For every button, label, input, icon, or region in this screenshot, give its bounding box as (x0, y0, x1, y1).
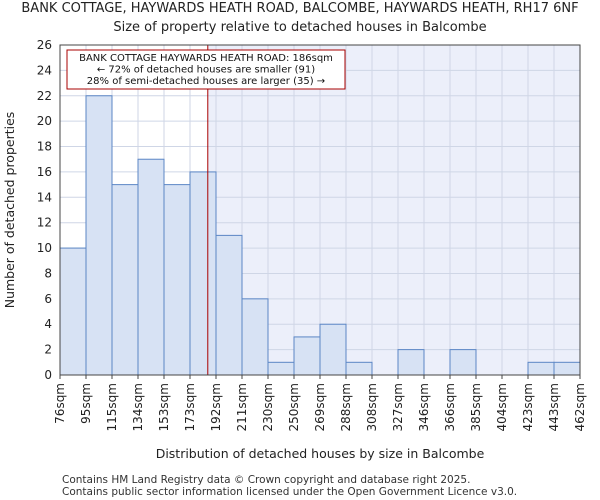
x-tick-label: 327sqm (391, 383, 405, 431)
bar (345, 361, 373, 376)
bar (59, 247, 87, 376)
x-tick-label: 423sqm (521, 383, 535, 431)
footer-licence: Contains public sector information licen… (62, 486, 517, 498)
bar (527, 361, 555, 376)
y-tick-label: 22 (37, 89, 52, 103)
chart-title: BANK COTTAGE, HAYWARDS HEATH ROAD, BALCO… (21, 1, 578, 16)
annotation-box: BANK COTTAGE HAYWARDS HEATH ROAD: 186sqm… (66, 49, 346, 90)
x-tick-label: 404sqm (495, 383, 509, 431)
chart-subtitle: Size of property relative to detached ho… (113, 20, 486, 35)
bar (137, 158, 165, 376)
x-tick-label: 269sqm (313, 383, 327, 431)
y-tick-label: 16 (37, 165, 52, 179)
x-tick-label: 443sqm (547, 383, 561, 431)
y-tick-label: 10 (37, 241, 52, 255)
bar (449, 349, 477, 376)
x-tick-label: 211sqm (235, 383, 249, 431)
bar (319, 323, 347, 376)
bar (267, 361, 295, 376)
y-tick-label: 6 (44, 292, 52, 306)
bar (163, 184, 191, 376)
annotation-line-smaller: ← 72% of detached houses are smaller (91… (97, 65, 315, 76)
x-tick-label: 346sqm (417, 383, 431, 431)
bar (397, 349, 425, 376)
x-tick-label: 308sqm (365, 383, 379, 431)
bar (215, 234, 243, 376)
x-tick-label: 115sqm (105, 383, 119, 431)
x-tick-label: 385sqm (469, 383, 483, 431)
bar (293, 336, 321, 376)
y-tick-label: 14 (37, 190, 52, 204)
x-axis-label: Distribution of detached houses by size … (156, 446, 485, 461)
x-tick-label: 288sqm (339, 383, 353, 431)
y-tick-label: 12 (37, 216, 52, 230)
y-tick-label: 18 (37, 140, 52, 154)
x-tick-label: 192sqm (209, 383, 223, 431)
bar (553, 361, 581, 376)
x-tick-label: 134sqm (131, 383, 145, 431)
y-tick-label: 20 (37, 114, 52, 128)
bar (85, 95, 113, 376)
y-tick-label: 0 (44, 368, 52, 382)
x-axis-ticks: 76sqm 95sqm 115sqm 134sqm 153sqm 173sqm 192sqm… (53, 375, 587, 431)
x-tick-label: 173sqm (183, 383, 197, 431)
bar (111, 184, 139, 376)
x-tick-label: 76sqm (53, 383, 67, 424)
y-tick-label: 24 (37, 63, 52, 77)
bar (189, 171, 217, 376)
annotation-line-property: BANK COTTAGE HAYWARDS HEATH ROAD: 186sqm (79, 53, 333, 64)
annotation-line-larger: 28% of semi-detached houses are larger (… (87, 76, 325, 87)
x-tick-label: 462sqm (573, 383, 587, 431)
x-tick-label: 95sqm (79, 383, 93, 424)
x-tick-label: 230sqm (261, 383, 275, 431)
bars (59, 95, 581, 376)
y-tick-label: 4 (44, 317, 52, 331)
y-tick-label: 26 (37, 38, 52, 52)
bar (241, 298, 269, 376)
footer-copyright: Contains HM Land Registry data © Crown c… (62, 474, 470, 486)
y-tick-label: 2 (44, 343, 52, 357)
x-tick-label: 366sqm (443, 383, 457, 431)
x-tick-label: 250sqm (287, 383, 301, 431)
y-axis-label: Number of detached properties (2, 112, 17, 309)
annotation-frame (66, 49, 346, 90)
y-tick-label: 8 (44, 266, 52, 280)
x-tick-label: 153sqm (157, 383, 171, 431)
highlight-region (207, 45, 580, 375)
